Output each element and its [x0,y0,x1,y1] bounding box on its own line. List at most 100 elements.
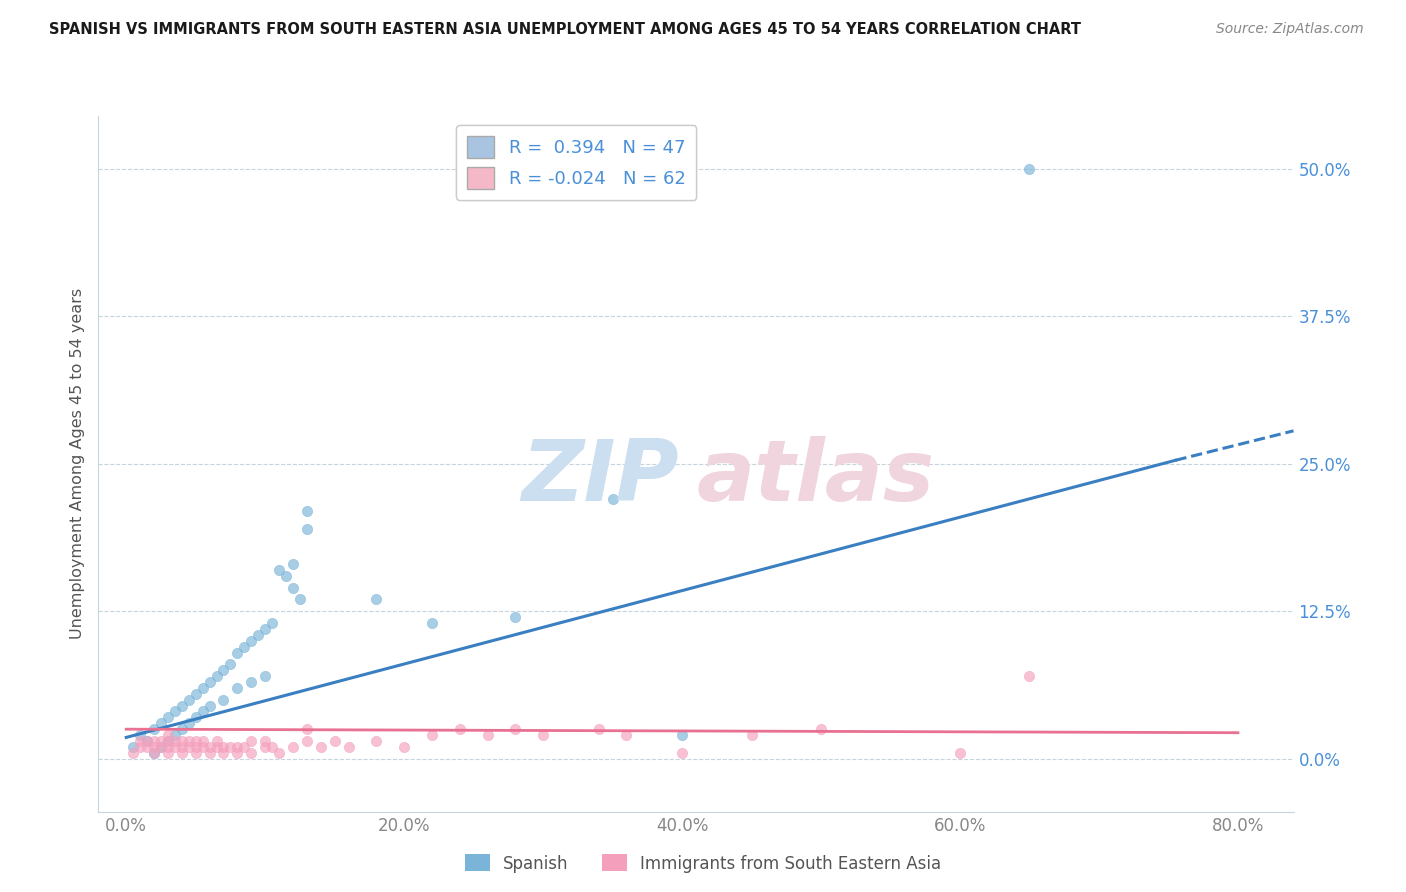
Point [156,739,179,754]
Point [295,522,318,536]
Point [240,734,263,748]
Point [184,710,207,724]
Point [274,569,297,583]
Point [170,739,193,754]
Point [170,746,193,760]
Point [212,692,235,706]
Point [219,739,242,754]
Point [254,669,277,683]
Point [177,716,200,731]
Point [136,739,159,754]
Point [143,746,166,760]
Point [149,716,172,731]
Point [741,728,763,742]
Point [477,728,499,742]
Y-axis label: Unemployment Among Ages 45 to 54 years: Unemployment Among Ages 45 to 54 years [69,288,84,640]
Point [149,739,172,754]
Point [122,739,145,754]
Point [420,615,443,630]
Point [240,633,263,648]
Point [191,705,214,719]
Point [136,734,159,748]
Point [149,734,172,748]
Point [198,746,221,760]
Point [184,739,207,754]
Point [366,734,388,748]
Point [392,739,415,754]
Point [616,728,638,742]
Point [191,681,214,695]
Point [1018,161,1040,176]
Point [226,646,249,660]
Point [163,739,186,754]
Point [205,669,228,683]
Point [226,739,249,754]
Point [288,592,311,607]
Point [143,722,166,736]
Point [143,739,166,754]
Point [254,622,277,636]
Point [267,563,290,577]
Point [949,746,972,760]
Point [254,734,277,748]
Point [156,728,179,742]
Point [143,734,166,748]
Point [184,746,207,760]
Point [1018,669,1040,683]
Point [337,739,360,754]
Point [420,728,443,742]
Point [449,722,471,736]
Point [309,739,332,754]
Point [191,739,214,754]
Point [254,739,277,754]
Point [156,734,179,748]
Point [156,734,179,748]
Point [198,698,221,713]
Point [212,663,235,677]
Point [191,734,214,748]
Point [177,739,200,754]
Point [212,746,235,760]
Point [205,739,228,754]
Point [184,734,207,748]
Point [212,739,235,754]
Point [295,722,318,736]
Point [295,734,318,748]
Point [262,739,284,754]
Point [810,722,832,736]
Point [281,581,304,595]
Point [602,492,624,507]
Point [240,675,263,690]
Point [163,705,186,719]
Point [267,746,290,760]
Point [163,728,186,742]
Point [198,675,221,690]
Point [233,640,256,654]
Point [198,739,221,754]
Point [366,592,388,607]
Point [531,728,554,742]
Point [136,734,159,748]
Point [671,746,693,760]
Point [170,698,193,713]
Point [156,746,179,760]
Text: atlas: atlas [696,436,935,519]
Point [505,610,527,624]
Point [177,692,200,706]
Point [143,746,166,760]
Point [505,722,527,736]
Point [262,615,284,630]
Point [163,734,186,748]
Point [205,734,228,748]
Point [247,628,270,642]
Point [281,739,304,754]
Text: Source: ZipAtlas.com: Source: ZipAtlas.com [1216,22,1364,37]
Point [184,687,207,701]
Legend: Spanish, Immigrants from South Eastern Asia: Spanish, Immigrants from South Eastern A… [458,847,948,880]
Text: SPANISH VS IMMIGRANTS FROM SOUTH EASTERN ASIA UNEMPLOYMENT AMONG AGES 45 TO 54 Y: SPANISH VS IMMIGRANTS FROM SOUTH EASTERN… [49,22,1081,37]
Point [170,734,193,748]
Point [323,734,346,748]
Point [233,739,256,754]
Point [156,710,179,724]
Point [129,739,152,754]
